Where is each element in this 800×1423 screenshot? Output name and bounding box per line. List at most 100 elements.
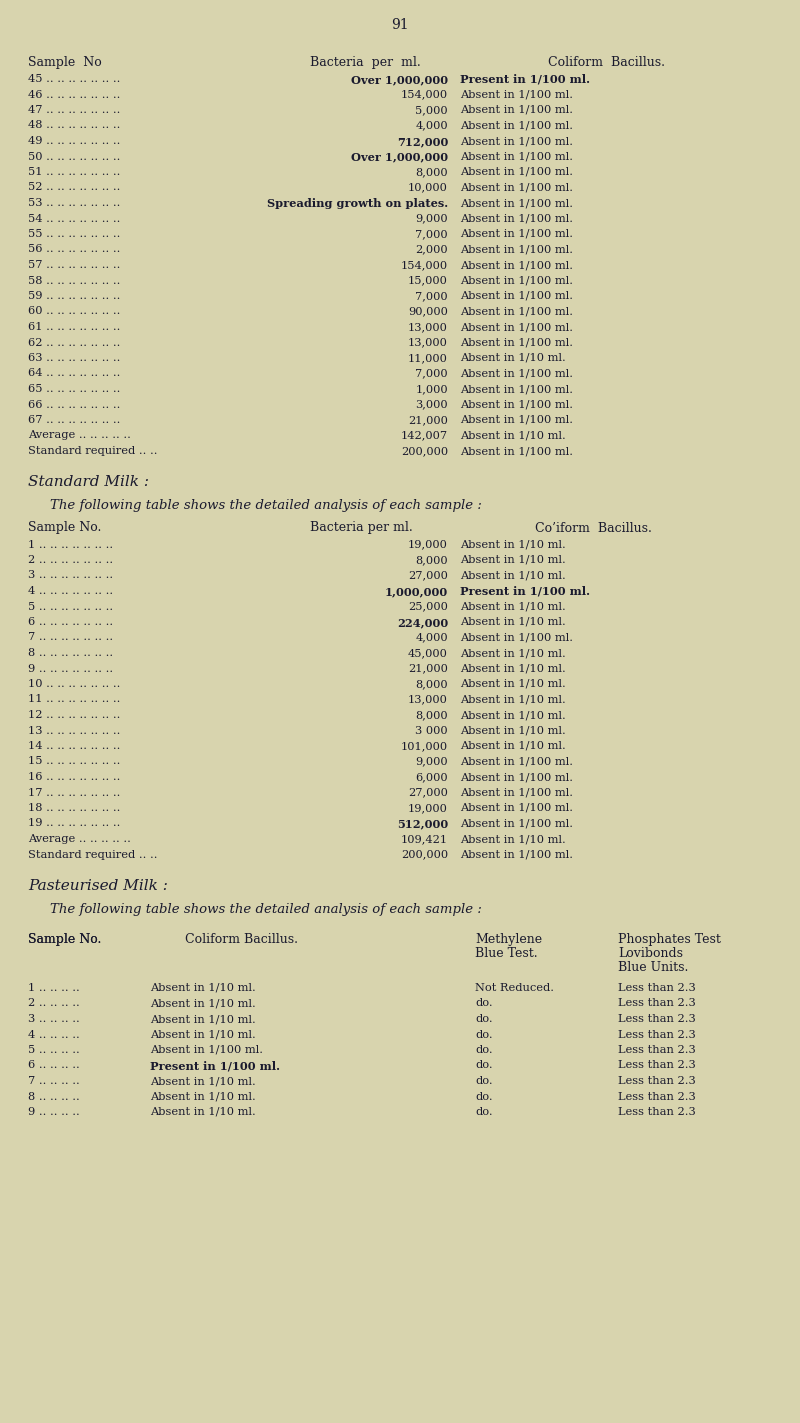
Text: Absent in 1/100 ml.: Absent in 1/100 ml.: [460, 384, 573, 394]
Text: Less than 2.3: Less than 2.3: [618, 1107, 696, 1117]
Text: Absent in 1/10 ml.: Absent in 1/10 ml.: [460, 539, 566, 549]
Text: Standard required .. ..: Standard required .. ..: [28, 850, 158, 859]
Text: 65 .. .. .. .. .. .. ..: 65 .. .. .. .. .. .. ..: [28, 384, 120, 394]
Text: 61 .. .. .. .. .. .. ..: 61 .. .. .. .. .. .. ..: [28, 322, 120, 332]
Text: 91: 91: [391, 18, 409, 31]
Text: Absent in 1/10 ml.: Absent in 1/10 ml.: [460, 710, 566, 720]
Text: Less than 2.3: Less than 2.3: [618, 1060, 696, 1070]
Text: Absent in 1/100 ml.: Absent in 1/100 ml.: [150, 1044, 263, 1054]
Text: The following table shows the detailed analysis of each sample :: The following table shows the detailed a…: [50, 904, 482, 916]
Text: 4,000: 4,000: [415, 121, 448, 131]
Text: 18 .. .. .. .. .. .. ..: 18 .. .. .. .. .. .. ..: [28, 803, 120, 813]
Text: Absent in 1/10 ml.: Absent in 1/10 ml.: [460, 694, 566, 704]
Text: 48 .. .. .. .. .. .. ..: 48 .. .. .. .. .. .. ..: [28, 121, 120, 131]
Text: Absent in 1/100 ml.: Absent in 1/100 ml.: [460, 213, 573, 223]
Text: Absent in 1/100 ml.: Absent in 1/100 ml.: [460, 322, 573, 332]
Text: Average .. .. .. .. ..: Average .. .. .. .. ..: [28, 431, 131, 441]
Text: do.: do.: [475, 999, 493, 1009]
Text: do.: do.: [475, 1076, 493, 1086]
Text: Absent in 1/100 ml.: Absent in 1/100 ml.: [460, 445, 573, 455]
Text: do.: do.: [475, 1107, 493, 1117]
Text: 10 .. .. .. .. .. .. ..: 10 .. .. .. .. .. .. ..: [28, 679, 120, 689]
Text: Absent in 1/10 ml.: Absent in 1/10 ml.: [460, 741, 566, 751]
Text: 55 .. .. .. .. .. .. ..: 55 .. .. .. .. .. .. ..: [28, 229, 120, 239]
Text: Absent in 1/100 ml.: Absent in 1/100 ml.: [460, 306, 573, 316]
Text: Sample No.: Sample No.: [28, 933, 102, 946]
Text: 13,000: 13,000: [408, 694, 448, 704]
Text: Absent in 1/10 ml.: Absent in 1/10 ml.: [460, 555, 566, 565]
Text: Absent in 1/100 ml.: Absent in 1/100 ml.: [460, 773, 573, 783]
Text: Absent in 1/100 ml.: Absent in 1/100 ml.: [460, 198, 573, 208]
Text: Absent in 1/100 ml.: Absent in 1/100 ml.: [460, 850, 573, 859]
Text: 11 .. .. .. .. .. .. ..: 11 .. .. .. .. .. .. ..: [28, 694, 120, 704]
Text: 45 .. .. .. .. .. .. ..: 45 .. .. .. .. .. .. ..: [28, 74, 120, 84]
Text: do.: do.: [475, 1029, 493, 1039]
Text: 54 .. .. .. .. .. .. ..: 54 .. .. .. .. .. .. ..: [28, 213, 120, 223]
Text: 19,000: 19,000: [408, 539, 448, 549]
Text: 9,000: 9,000: [415, 757, 448, 767]
Text: Blue Test.: Blue Test.: [475, 946, 538, 961]
Text: Absent in 1/100 ml.: Absent in 1/100 ml.: [460, 290, 573, 302]
Text: Less than 2.3: Less than 2.3: [618, 1076, 696, 1086]
Text: Absent in 1/10 ml.: Absent in 1/10 ml.: [150, 1015, 256, 1025]
Text: Absent in 1/10 ml.: Absent in 1/10 ml.: [460, 663, 566, 673]
Text: Absent in 1/100 ml.: Absent in 1/100 ml.: [460, 90, 573, 100]
Text: 7 .. .. .. .. .. .. ..: 7 .. .. .. .. .. .. ..: [28, 632, 113, 643]
Text: 11,000: 11,000: [408, 353, 448, 363]
Text: 64 .. .. .. .. .. .. ..: 64 .. .. .. .. .. .. ..: [28, 369, 120, 379]
Text: 15 .. .. .. .. .. .. ..: 15 .. .. .. .. .. .. ..: [28, 757, 120, 767]
Text: Absent in 1/10 ml.: Absent in 1/10 ml.: [460, 726, 566, 736]
Text: 1,000: 1,000: [415, 384, 448, 394]
Text: Absent in 1/100 ml.: Absent in 1/100 ml.: [460, 803, 573, 813]
Text: 45,000: 45,000: [408, 647, 448, 657]
Text: 4,000: 4,000: [415, 632, 448, 643]
Text: Present in 1/100 ml.: Present in 1/100 ml.: [460, 586, 590, 598]
Text: Absent in 1/10 ml.: Absent in 1/10 ml.: [460, 353, 566, 363]
Text: 10,000: 10,000: [408, 182, 448, 192]
Text: Absent in 1/100 ml.: Absent in 1/100 ml.: [460, 400, 573, 410]
Text: 2 .. .. .. ..: 2 .. .. .. ..: [28, 999, 80, 1009]
Text: 15,000: 15,000: [408, 276, 448, 286]
Text: 17 .. .. .. .. .. .. ..: 17 .. .. .. .. .. .. ..: [28, 787, 120, 797]
Text: 1 .. .. .. ..: 1 .. .. .. ..: [28, 983, 80, 993]
Text: 60 .. .. .. .. .. .. ..: 60 .. .. .. .. .. .. ..: [28, 306, 120, 316]
Text: Average .. .. .. .. ..: Average .. .. .. .. ..: [28, 834, 131, 844]
Text: 47 .. .. .. .. .. .. ..: 47 .. .. .. .. .. .. ..: [28, 105, 120, 115]
Text: 512,000: 512,000: [397, 818, 448, 830]
Text: 49 .. .. .. .. .. .. ..: 49 .. .. .. .. .. .. ..: [28, 137, 120, 147]
Text: 57 .. .. .. .. .. .. ..: 57 .. .. .. .. .. .. ..: [28, 260, 120, 270]
Text: 2 .. .. .. .. .. .. ..: 2 .. .. .. .. .. .. ..: [28, 555, 113, 565]
Text: 59 .. .. .. .. .. .. ..: 59 .. .. .. .. .. .. ..: [28, 290, 120, 302]
Text: 6,000: 6,000: [415, 773, 448, 783]
Text: 9,000: 9,000: [415, 213, 448, 223]
Text: 27,000: 27,000: [408, 571, 448, 581]
Text: Absent in 1/10 ml.: Absent in 1/10 ml.: [150, 1107, 256, 1117]
Text: 7,000: 7,000: [415, 290, 448, 302]
Text: 62 .. .. .. .. .. .. ..: 62 .. .. .. .. .. .. ..: [28, 337, 120, 347]
Text: Sample  No: Sample No: [28, 55, 102, 68]
Text: 7 .. .. .. ..: 7 .. .. .. ..: [28, 1076, 80, 1086]
Text: 13,000: 13,000: [408, 337, 448, 347]
Text: 4 .. .. .. .. .. .. ..: 4 .. .. .. .. .. .. ..: [28, 586, 113, 596]
Text: Pasteurised Milk :: Pasteurised Milk :: [28, 879, 168, 894]
Text: 8,000: 8,000: [415, 166, 448, 176]
Text: 25,000: 25,000: [408, 602, 448, 612]
Text: 53 .. .. .. .. .. .. ..: 53 .. .. .. .. .. .. ..: [28, 198, 120, 208]
Text: 7,000: 7,000: [415, 369, 448, 379]
Text: Absent in 1/100 ml.: Absent in 1/100 ml.: [460, 260, 573, 270]
Text: Blue Units.: Blue Units.: [618, 961, 688, 973]
Text: Not Reduced.: Not Reduced.: [475, 983, 554, 993]
Text: 109,421: 109,421: [401, 834, 448, 844]
Text: 1 .. .. .. .. .. .. ..: 1 .. .. .. .. .. .. ..: [28, 539, 113, 549]
Text: Absent in 1/100 ml.: Absent in 1/100 ml.: [460, 787, 573, 797]
Text: Absent in 1/10 ml.: Absent in 1/10 ml.: [150, 999, 256, 1009]
Text: 3,000: 3,000: [415, 400, 448, 410]
Text: Absent in 1/10 ml.: Absent in 1/10 ml.: [150, 1076, 256, 1086]
Text: Absent in 1/100 ml.: Absent in 1/100 ml.: [460, 151, 573, 161]
Text: 5,000: 5,000: [415, 105, 448, 115]
Text: 3 .. .. .. ..: 3 .. .. .. ..: [28, 1015, 80, 1025]
Text: Absent in 1/100 ml.: Absent in 1/100 ml.: [460, 121, 573, 131]
Text: 14 .. .. .. .. .. .. ..: 14 .. .. .. .. .. .. ..: [28, 741, 120, 751]
Text: Absent in 1/10 ml.: Absent in 1/10 ml.: [460, 834, 566, 844]
Text: Spreading growth on plates.: Spreading growth on plates.: [267, 198, 448, 209]
